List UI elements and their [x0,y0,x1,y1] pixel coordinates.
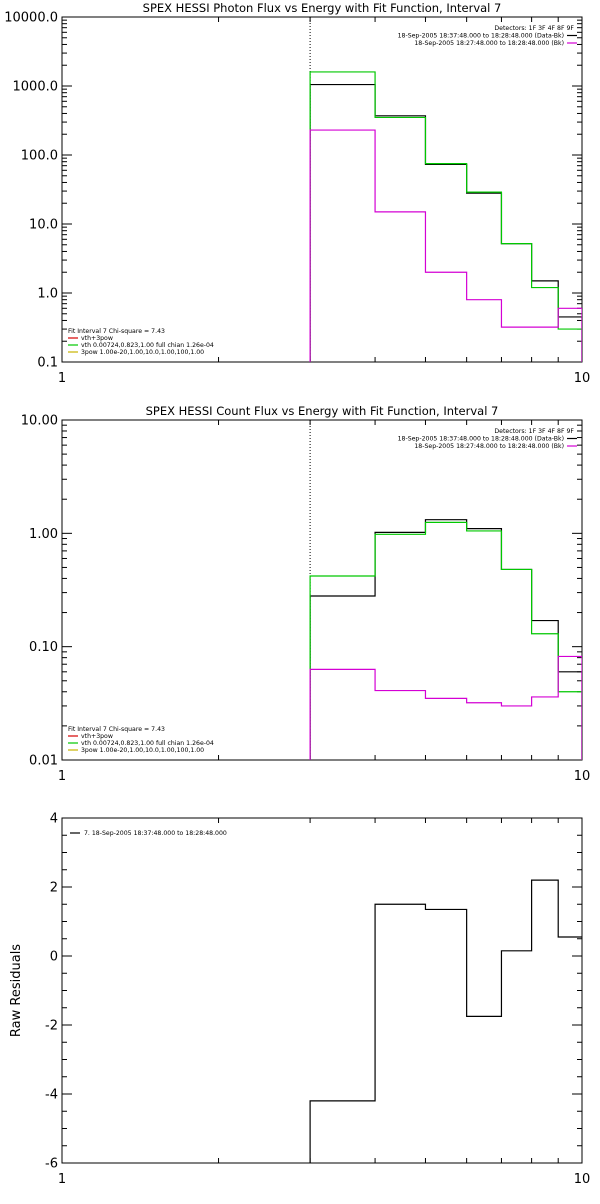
y-ticks [62,17,582,362]
plot-frame [62,818,582,1163]
x-tick-label: 1 [58,769,66,784]
x-ticks [62,818,582,1163]
chart-2: SPEX HESSI Count Flux vs Energy with Fit… [21,404,590,784]
y-axis-label: Raw Residuals [9,944,24,1037]
chart-1: SPEX HESSI Photon Flux vs Energy with Fi… [4,1,590,386]
legend-bottom-left-entry: 3pow 1.00e-20,1.00,10.0,1.00,100,1.00 [81,747,204,754]
legend-top-left-entry: 7. 18-Sep-2005 18:37:48.000 to 18:28:48.… [84,830,227,837]
legend-bottom-left-entry: 3pow 1.00e-20,1.00,10.0,1.00,100,1.00 [81,349,204,356]
y-tick-label: 1.0 [37,287,58,302]
legend-bottom-left-entry: vth+3pow [81,733,113,740]
legend-top-right-entry: 18-Sep-2005 18:27:48.000 to 18:28:48.000… [414,443,564,450]
plot-area [310,420,582,765]
x-tick-label: 1 [58,1172,66,1187]
y-ticks [62,818,582,1163]
legend-top-right-entry: 18-Sep-2005 18:37:48.000 to 18:28:48.000… [398,33,564,40]
y-tick-label: 10.0 [29,218,58,233]
legend-top-right-entry: 18-Sep-2005 18:27:48.000 to 18:28:48.000… [414,40,564,47]
y-tick-label: 2 [50,881,58,896]
y-tick-label: 1.00 [29,527,58,542]
y-tick-label: 10.00 [21,414,58,429]
x-tick-label: 1 [58,371,66,386]
series-1-line [310,520,582,765]
y-tick-label: 0 [50,950,58,965]
x-tick-label: 10 [574,371,591,386]
chart-title: SPEX HESSI Count Flux vs Energy with Fit… [146,404,499,418]
series-1-line [310,85,582,367]
legend-bottom-left-entry: vth+3pow [81,335,113,342]
y-tick-label: -2 [45,1019,58,1034]
chart-title: SPEX HESSI Photon Flux vs Energy with Fi… [143,1,502,15]
plot-area [310,17,582,367]
y-tick-label: 100.0 [21,149,58,164]
legend-top-right-entry: 18-Sep-2005 18:37:48.000 to 18:28:48.000… [398,436,564,443]
legend-bottom-left-entry: Fit Interval 7 Chi-square = 7.43 [68,726,165,733]
x-tick-label: 10 [574,1172,591,1187]
x-tick-label: 10 [574,769,591,784]
series-3-line [310,656,582,765]
plot-frame [62,17,582,362]
legend-top-right-entry: Detectors: 1F 3F 4F 8F 9F [494,25,574,32]
y-ticks [62,420,582,760]
series-2-line [310,522,582,765]
plot-frame [62,420,582,760]
chart-3: Raw Residuals 1 10 -6 -4 -2 0 2 4 7. 18-Sep-2005 … [9,812,590,1188]
y-tick-label: 0.1 [37,356,58,371]
y-tick-label: -4 [45,1088,58,1103]
series-1-line [310,880,582,1168]
y-tick-label: 10000.0 [4,11,58,26]
y-tick-label: 0.10 [29,640,58,655]
legend-bottom-left-entry: vth 0.00724,0.823,1.00 full chian 1.26e-… [81,740,214,747]
plot-area [310,880,582,1168]
y-tick-label: 0.01 [29,754,58,769]
legend-bottom-left-entry: Fit Interval 7 Chi-square = 7.43 [68,328,165,335]
legend-bottom-left-entry: vth 0.00724,0.823,1.00 full chian 1.26e-… [81,342,214,349]
y-tick-label: -6 [45,1157,58,1172]
x-ticks [62,420,582,760]
legend-top-right-entry: Detectors: 1F 3F 4F 8F 9F [494,428,574,435]
x-ticks [62,17,582,362]
y-tick-label: 4 [50,812,58,827]
y-tick-label: 1000.0 [13,80,59,95]
series-2-line [310,72,582,367]
series-3-line [310,130,582,367]
